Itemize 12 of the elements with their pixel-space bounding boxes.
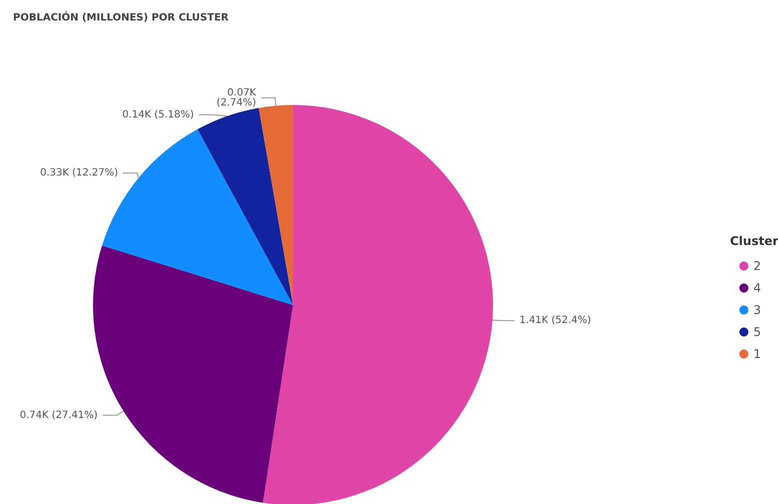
legend-label: 4 [753,281,762,295]
legend-label: 3 [753,303,762,317]
data-label: 0.07K (2.74%) [216,87,257,108]
legend-title: Cluster [730,234,778,248]
data-label: 0.74K (27.41%) [20,410,98,421]
data-label: 0.14K (5.18%) [122,109,194,120]
legend-label: 5 [753,325,762,339]
legend-label: 2 [753,259,762,273]
chart-title: POBLACIÓN (MILLONES) POR CLUSTER [13,10,229,24]
legend-label: 1 [753,347,762,361]
data-label: 0.33K (12.27%) [40,167,118,178]
data-label: 1.41K (52.4%) [519,315,592,326]
